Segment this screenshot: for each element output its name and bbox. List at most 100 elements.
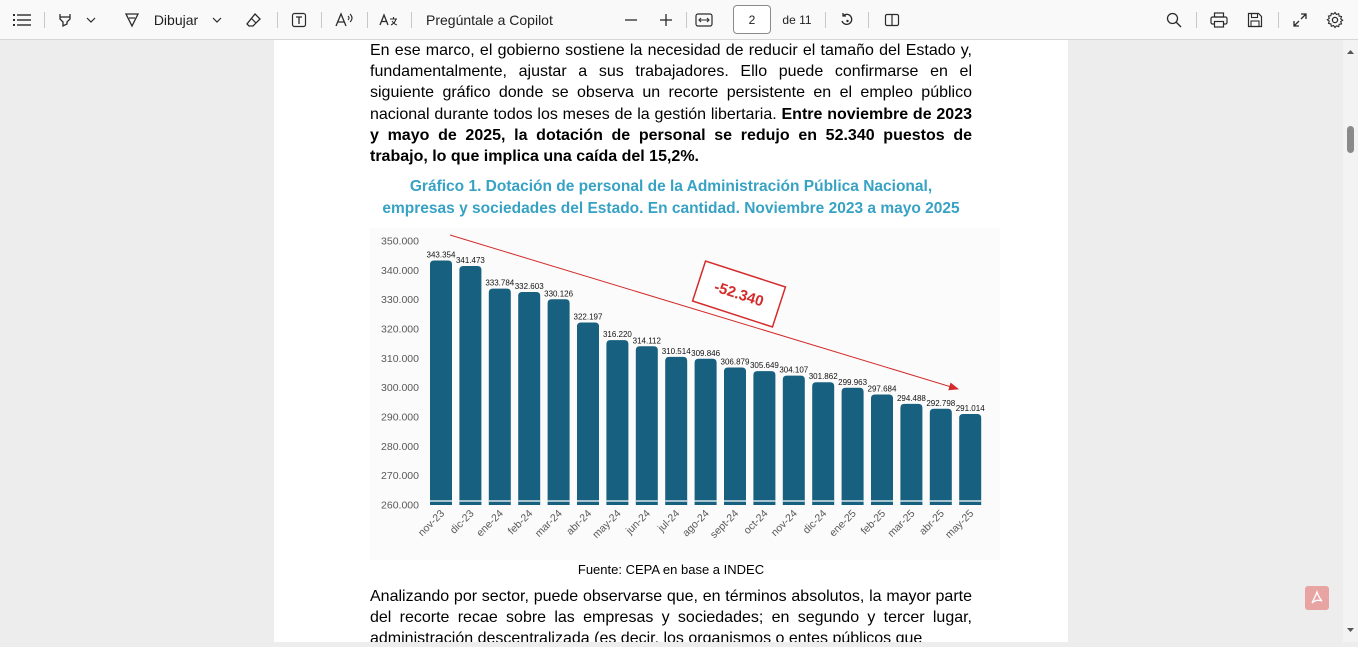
- x-tick-label: ene-24: [474, 508, 506, 540]
- text-box-icon[interactable]: [288, 0, 310, 40]
- y-tick-label: 300.000: [381, 382, 419, 394]
- separator: [321, 12, 322, 28]
- bar: [959, 414, 982, 505]
- x-tick-label: feb-24: [506, 508, 536, 538]
- vertical-scrollbar[interactable]: [1343, 40, 1358, 642]
- zoom-out-icon[interactable]: [621, 0, 641, 40]
- data-label: 304.107: [779, 366, 808, 375]
- page-total-label: de 11: [782, 13, 812, 27]
- pdf-page: En ese marco, el gobierno sostiene la ne…: [274, 40, 1068, 642]
- draw-button[interactable]: Dibujar: [153, 12, 199, 28]
- data-label: 309.846: [691, 349, 720, 358]
- separator: [1278, 12, 1279, 28]
- ask-copilot-button[interactable]: Pregúntale a Copilot: [426, 12, 553, 28]
- data-label: 310.514: [662, 347, 691, 356]
- x-tick-label: oct-24: [741, 508, 770, 537]
- x-tick-label: may-24: [590, 508, 623, 541]
- x-tick-label: ene-25: [827, 508, 859, 540]
- y-tick-label: 330.000: [381, 294, 419, 306]
- separator: [411, 12, 412, 28]
- data-label: 314.112: [633, 336, 662, 345]
- x-tick-label: sept-24: [708, 508, 741, 541]
- data-label: 297.684: [868, 384, 897, 393]
- chart-title-line2: empresas y sociedades del Estado. En can…: [382, 199, 960, 217]
- x-tick-label: ago-24: [680, 508, 712, 540]
- eraser-icon[interactable]: [243, 0, 265, 40]
- scroll-down-icon[interactable]: [1347, 628, 1354, 632]
- data-label: 316.220: [603, 330, 632, 339]
- x-tick-label: may-25: [943, 508, 976, 541]
- rotate-icon[interactable]: [836, 0, 858, 40]
- settings-gear-icon[interactable]: [1324, 0, 1346, 40]
- bar: [459, 266, 482, 505]
- data-label: 294.488: [897, 394, 926, 403]
- x-tick-label: dic-23: [448, 508, 477, 537]
- annotation-frame: [691, 260, 787, 328]
- fit-width-icon[interactable]: [692, 0, 716, 40]
- bar: [547, 299, 570, 505]
- pdf-file-icon[interactable]: [1305, 586, 1329, 610]
- data-label: 291.014: [956, 404, 985, 413]
- scrollbar-thumb[interactable]: [1347, 126, 1354, 153]
- bar-chart: 260.000 270.000 280.000 290.000 300.000 310.0…: [370, 228, 1000, 560]
- bar: [900, 403, 923, 505]
- x-tick-label: nov-23: [416, 508, 447, 539]
- bar: [753, 371, 776, 505]
- print-icon[interactable]: [1207, 0, 1231, 40]
- x-tick-label: jul-24: [655, 508, 682, 535]
- x-tick-label: nov-24: [769, 508, 800, 539]
- fullscreen-icon[interactable]: [1289, 0, 1311, 40]
- bar: [724, 367, 746, 505]
- separator: [367, 12, 368, 28]
- read-aloud-icon[interactable]: [332, 0, 356, 40]
- y-tick-label: 340.000: [381, 265, 419, 277]
- x-tick-label: mar-24: [533, 508, 565, 540]
- scroll-up-icon[interactable]: [1347, 50, 1354, 54]
- bar: [665, 356, 688, 505]
- bar: [929, 408, 952, 505]
- data-label: 332.603: [515, 282, 544, 291]
- bar: [430, 260, 452, 505]
- bar: [635, 346, 658, 505]
- chevron-down-icon[interactable]: [210, 0, 224, 40]
- paragraph-intro-bold: Entre noviembre de 2023 y mayo de 2025, …: [370, 105, 972, 166]
- x-tick-label: dic-24: [801, 508, 830, 537]
- x-tick-label: jun-24: [623, 508, 653, 538]
- toolbar: Dibujar Pregúntale a Copilot 2 de 11: [0, 0, 1358, 40]
- data-label: 330.126: [544, 289, 573, 298]
- bar: [694, 358, 717, 505]
- data-label: 301.862: [809, 372, 838, 381]
- page-number-input[interactable]: 2: [733, 5, 771, 34]
- separator: [277, 12, 278, 28]
- bar: [841, 387, 864, 505]
- y-tick-label: 270.000: [381, 470, 419, 482]
- separator: [868, 12, 869, 28]
- bar: [577, 322, 599, 505]
- translate-icon[interactable]: [377, 0, 401, 40]
- paragraph-intro: En ese marco, el gobierno sostiene la ne…: [370, 40, 972, 167]
- highlighter-icon[interactable]: [54, 0, 76, 40]
- chevron-down-icon[interactable]: [84, 0, 98, 40]
- annotation-box: -52.340: [691, 260, 787, 328]
- zoom-in-icon[interactable]: [656, 0, 676, 40]
- bar-chart-svg: 260.000 270.000 280.000 290.000 300.000 310.0…: [381, 234, 985, 541]
- bar: [812, 382, 835, 505]
- search-icon[interactable]: [1163, 0, 1185, 40]
- separator: [825, 12, 826, 28]
- paragraph-intro-text: En ese marco, el gobierno sostiene la ne…: [370, 42, 972, 123]
- bar: [488, 288, 511, 505]
- bar: [518, 292, 541, 505]
- y-tick-label: 280.000: [381, 441, 419, 453]
- save-icon[interactable]: [1244, 0, 1266, 40]
- data-label: 292.798: [926, 399, 955, 408]
- x-tick-label: mar-25: [886, 508, 918, 540]
- contents-list-icon[interactable]: [10, 0, 34, 40]
- page-view-icon[interactable]: [881, 0, 903, 40]
- separator: [1196, 12, 1197, 28]
- chart-title: Gráfico 1. Dotación de personal de la Ad…: [334, 176, 1008, 219]
- separator: [686, 12, 687, 28]
- data-label: 306.879: [721, 357, 750, 366]
- draw-pen-icon[interactable]: [122, 0, 142, 40]
- chart-title-line1: Gráfico 1. Dotación de personal de la Ad…: [409, 178, 933, 195]
- y-tick-label: 350.000: [381, 236, 419, 248]
